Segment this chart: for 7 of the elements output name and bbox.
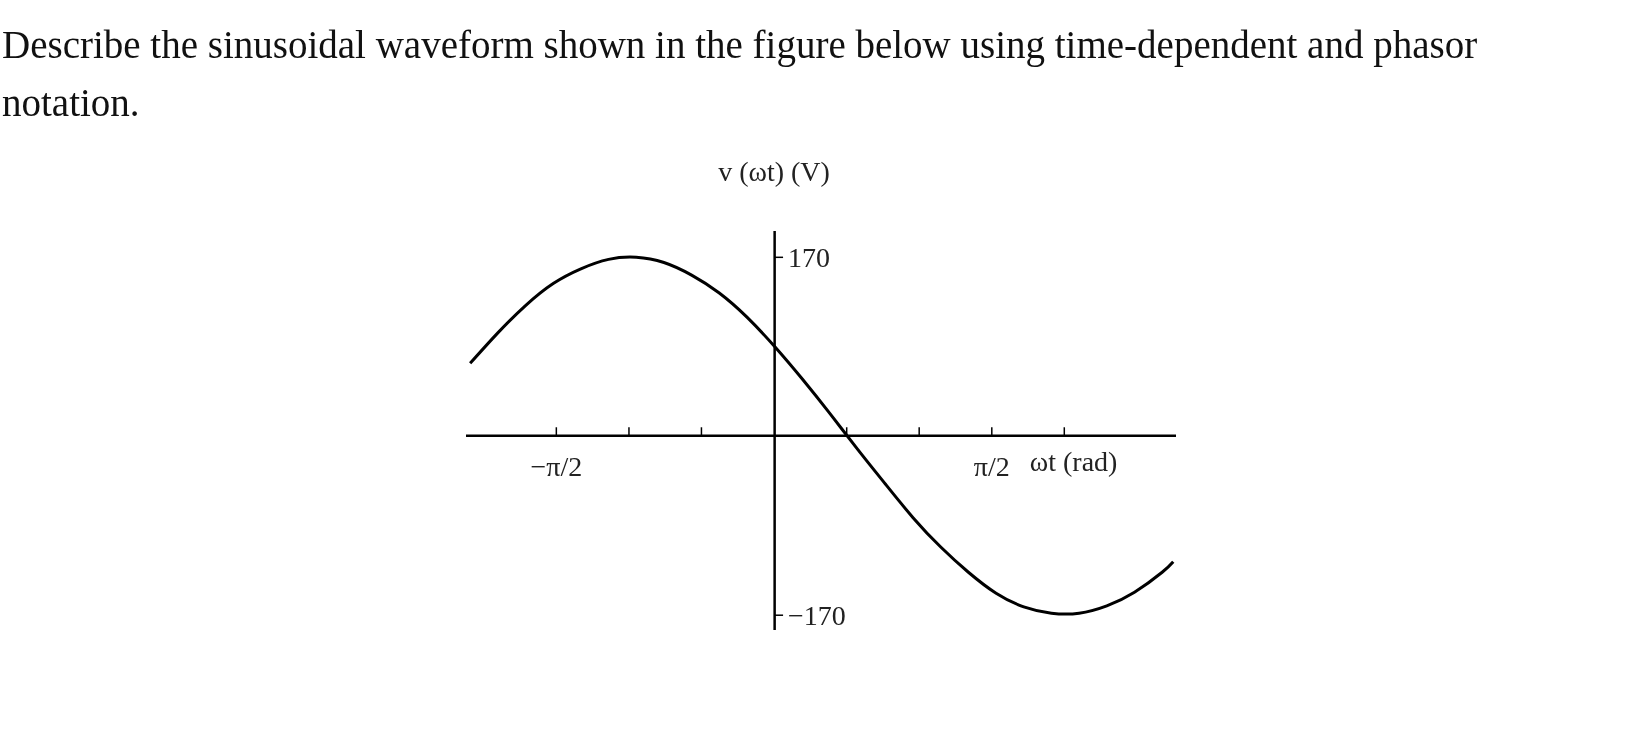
y-tick-label: 170 [788, 242, 831, 274]
x-tick-label: π/2 [973, 451, 1010, 483]
x-axis-title: ωt (rad) [1029, 446, 1118, 479]
y-axis-title: v (ωt) (V) [717, 156, 831, 188]
x-tick-label: −π/2 [530, 451, 583, 483]
y-tick-label: −170 [788, 600, 846, 632]
chart-title: Describe the sinusoidal waveform shown in the figure below using time-dependent and phasor notation. [2, 22, 1479, 126]
